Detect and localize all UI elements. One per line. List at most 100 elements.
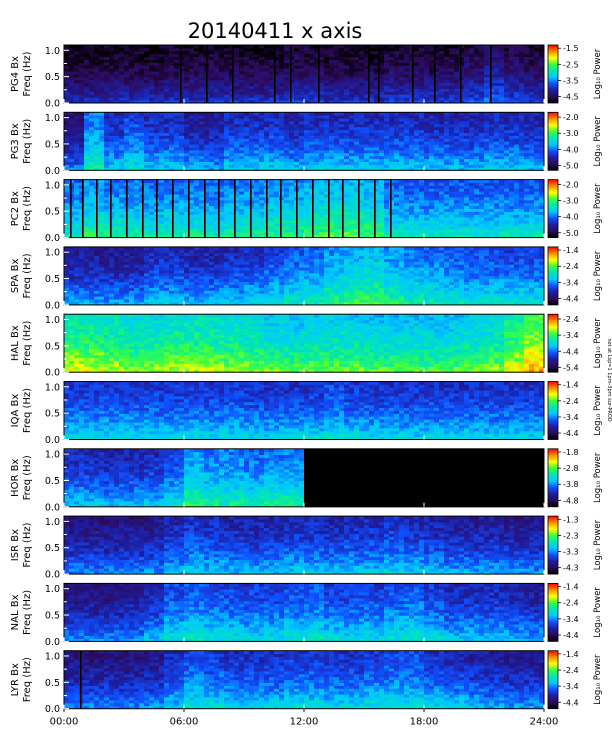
spectrogram-cell — [224, 191, 230, 195]
spectrogram-cell — [234, 50, 240, 55]
spectrogram-cell — [244, 191, 250, 195]
spectrogram-cell — [114, 226, 120, 230]
spectrogram-cell — [459, 47, 465, 52]
spectrogram-cell — [274, 59, 280, 63]
spectrogram-cell — [249, 79, 255, 84]
spectrogram-cell — [274, 79, 280, 84]
spectrogram-cell — [259, 94, 265, 98]
spectrogram-cell — [64, 214, 70, 218]
spectrogram-cell — [284, 231, 290, 236]
spectrogram-cell — [169, 194, 175, 198]
spectrogram-cell — [269, 231, 275, 236]
spectrogram-cell — [199, 205, 205, 209]
spectrogram-cell — [114, 121, 120, 125]
spectrogram-cell — [459, 126, 465, 131]
spectrogram-cell — [434, 79, 440, 84]
spectrogram-cell — [524, 56, 530, 60]
spectrogram-cell — [509, 161, 515, 165]
spectrogram-cell — [194, 76, 200, 81]
spectrogram-cell — [329, 228, 335, 233]
spectrogram-cell — [134, 188, 140, 192]
spectrogram-cell — [534, 85, 540, 89]
spectrogram-cell — [264, 115, 270, 119]
spectrogram-cell — [114, 118, 120, 122]
spectrogram-cell — [539, 121, 545, 125]
spectrogram-cell — [64, 147, 70, 151]
spectrogram-cell — [309, 199, 315, 204]
spectrogram-cell — [304, 205, 310, 209]
spectrogram-cell — [109, 199, 115, 204]
spectrogram-cell — [469, 132, 475, 136]
spectrogram-cell — [469, 85, 475, 89]
spectrogram-cell — [474, 152, 480, 157]
spectrogram-cell — [104, 85, 110, 89]
spectrogram-cell — [374, 164, 380, 168]
spectrogram-cell — [534, 97, 540, 101]
spectrogram-cell — [264, 121, 270, 125]
spectrogram-cell — [454, 129, 460, 133]
spectrogram-cell — [434, 132, 440, 136]
spectrogram-cell — [144, 91, 150, 95]
spectrogram-cell — [534, 68, 540, 72]
spectrogram-cell — [284, 147, 290, 151]
spectrogram-cell — [409, 132, 415, 136]
spectrogram-cell — [514, 62, 520, 66]
spectrogram-cell — [274, 208, 280, 212]
spectrogram-cell — [529, 45, 535, 49]
spectrogram-cell — [484, 68, 490, 72]
spectrogram-cell — [124, 47, 130, 52]
spectrogram-cell — [199, 150, 205, 154]
spectrogram-cell — [349, 167, 355, 171]
spectrogram-cell — [334, 71, 340, 75]
spectrogram-cell — [64, 185, 70, 189]
spectrogram-cell — [74, 88, 80, 92]
spectrogram-cell — [334, 118, 340, 122]
spectrogram-cell — [539, 167, 545, 171]
spectrogram-cell — [249, 141, 255, 145]
spectrogram-cell — [289, 62, 295, 66]
spectrogram-cell — [214, 100, 220, 104]
spectrogram-cell — [364, 68, 370, 72]
spectrogram-cell — [164, 88, 170, 92]
spectrogram-cell — [494, 167, 500, 171]
spectrogram-cell — [404, 100, 410, 104]
spectrogram-cell — [269, 53, 275, 57]
spectrogram-cell — [124, 167, 130, 171]
spectrogram-cell — [164, 205, 170, 209]
spectrogram-cell — [234, 152, 240, 157]
spectrogram-cell — [359, 91, 365, 95]
spectrogram-cell — [524, 161, 530, 165]
spectrogram-cell — [349, 147, 355, 151]
spectrogram-cell — [394, 74, 400, 78]
spectrogram-cell — [429, 129, 435, 133]
spectrogram-cell — [459, 123, 465, 128]
spectrogram-cell — [379, 147, 385, 151]
spectrogram-cell — [389, 88, 395, 92]
spectrogram-cell — [174, 50, 180, 55]
spectrogram-cell — [329, 211, 335, 215]
spectrogram-cell — [339, 158, 345, 162]
spectrogram-cell — [134, 147, 140, 151]
spectrogram-cell — [239, 226, 245, 230]
spectrogram-cell — [114, 126, 120, 131]
spectrogram-cell — [434, 126, 440, 131]
spectrogram-cell — [269, 194, 275, 198]
spectrogram-cell — [399, 88, 405, 92]
spectrogram-cell — [239, 220, 245, 224]
spectrogram-cell — [379, 155, 385, 160]
spectrogram-cell — [234, 123, 240, 128]
spectrogram-cell — [339, 126, 345, 131]
spectrogram-cell — [439, 115, 445, 119]
spectrogram-cell — [264, 135, 270, 139]
spectrogram-cell — [199, 223, 205, 227]
spectrogram-cell — [179, 91, 185, 95]
spectrogram-cell — [354, 135, 360, 139]
spectrogram-cell — [514, 147, 520, 151]
spectrogram-cell — [494, 62, 500, 66]
spectrogram-cell — [504, 71, 510, 75]
spectrogram-cell — [239, 59, 245, 63]
spectrogram-cell — [424, 158, 430, 162]
spectrogram-cell — [484, 118, 490, 122]
spectrogram-cell — [519, 71, 525, 75]
spectrogram-cell — [464, 138, 470, 142]
